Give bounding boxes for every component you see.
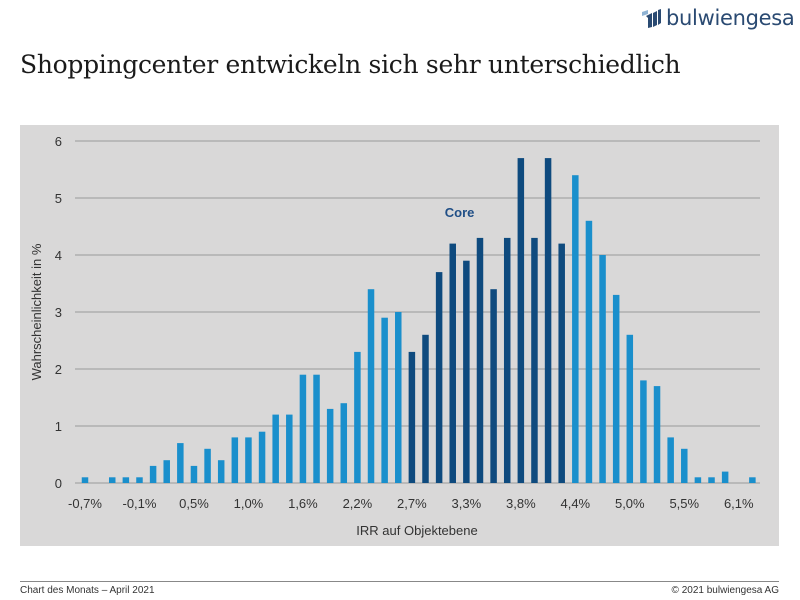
bar-core (517, 158, 525, 483)
bar-core (476, 237, 484, 483)
bar-core (422, 334, 429, 483)
x-tick-label: 5,5% (669, 496, 699, 511)
bar (177, 443, 184, 483)
x-axis-title: IRR auf Objektebene (356, 523, 477, 538)
y-tick-label: 2 (55, 362, 62, 377)
bar (258, 431, 266, 483)
bar-core (531, 237, 538, 483)
bar (272, 414, 279, 483)
bar (204, 448, 211, 483)
bar-core (544, 158, 552, 483)
x-tick-label: 0,5% (179, 496, 209, 511)
core-annotation: Core (445, 205, 475, 220)
bar (749, 477, 756, 483)
brand-name: bulwiengesa (666, 6, 795, 30)
bar-core (463, 260, 470, 483)
bar (326, 408, 334, 483)
y-tick-label: 3 (55, 305, 62, 320)
bar (640, 380, 647, 483)
footer-copyright: © 2021 bulwiengesa AG (671, 585, 779, 596)
bar (81, 477, 89, 483)
y-axis-title: Wahrscheinlichkeit in % (29, 243, 44, 380)
bar (708, 477, 715, 483)
x-tick-label: 5,0% (615, 496, 645, 511)
y-tick-label: 4 (55, 248, 62, 263)
bar (572, 175, 579, 483)
y-tick-label: 0 (55, 476, 62, 491)
bar-core (408, 351, 416, 483)
bar (354, 351, 361, 483)
bar (585, 220, 593, 484)
bar (299, 374, 307, 483)
x-tick-label: 2,2% (343, 496, 373, 511)
bar (367, 289, 375, 483)
bar (190, 465, 198, 483)
bar (694, 477, 702, 483)
y-tick-label: 5 (55, 191, 62, 206)
bar (340, 403, 348, 483)
bar (231, 437, 239, 483)
bar (163, 460, 170, 483)
x-tick-label: 6,1% (724, 496, 754, 511)
bar (599, 255, 606, 483)
x-tick-label: 3,3% (452, 496, 482, 511)
bar (313, 374, 320, 483)
footer-caption: Chart des Monats – April 2021 (20, 585, 155, 596)
x-tick-label: -0,1% (122, 496, 156, 511)
bar (122, 477, 130, 483)
x-tick-label: 1,0% (234, 496, 264, 511)
bar (612, 294, 620, 483)
x-tick-label: 4,4% (560, 496, 590, 511)
y-tick-label: 6 (55, 134, 62, 149)
logo-mark-icon (642, 9, 661, 28)
bar (245, 437, 252, 483)
bar (626, 334, 634, 483)
bar (721, 471, 729, 483)
bar (149, 465, 157, 483)
bar-core (435, 272, 443, 483)
page-title: Shoppingcenter entwickeln sich sehr unte… (20, 50, 681, 79)
bar (217, 460, 225, 483)
bar (381, 317, 388, 483)
x-tick-label: 1,6% (288, 496, 318, 511)
bar (653, 386, 661, 483)
y-tick-label: 1 (55, 419, 62, 434)
bar (667, 437, 674, 483)
brand-logo: bulwiengesa (640, 5, 795, 31)
bar (681, 448, 688, 483)
bar (136, 477, 143, 483)
x-tick-label: -0,7% (68, 496, 102, 511)
bar-core (490, 289, 497, 483)
bar-core (449, 243, 456, 483)
x-tick-label: 2,7% (397, 496, 427, 511)
bar-core (558, 243, 565, 483)
footer-divider (20, 581, 779, 582)
bar (395, 312, 402, 483)
x-tick-label: 3,8% (506, 496, 536, 511)
bar (108, 477, 116, 483)
bar-core (503, 237, 511, 483)
bar (286, 414, 293, 483)
